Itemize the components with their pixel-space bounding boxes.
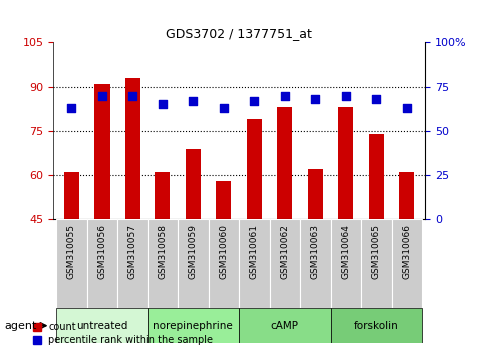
Bar [56,219,86,308]
Text: GSM310065: GSM310065 [372,224,381,279]
Text: GSM310056: GSM310056 [98,224,106,279]
Text: untreated: untreated [76,321,128,331]
Bar [125,78,140,219]
Point [98,93,106,98]
Bar [148,219,178,308]
Text: GSM310057: GSM310057 [128,224,137,279]
Bar [330,219,361,308]
Point [251,98,258,104]
Text: GSM310063: GSM310063 [311,224,320,279]
Text: cAMP: cAMP [271,321,299,331]
Point [372,96,380,102]
Bar [330,308,422,343]
Point [403,105,411,111]
Text: forskolin: forskolin [354,321,398,331]
Bar [361,219,392,308]
Bar [94,84,110,219]
Bar [399,172,414,219]
Bar [117,219,148,308]
Point [312,96,319,102]
Text: GSM310066: GSM310066 [402,224,411,279]
Point [220,105,227,111]
Bar [338,107,354,219]
Bar [308,169,323,219]
Point [159,102,167,107]
Text: norepinephrine: norepinephrine [154,321,233,331]
Bar [369,134,384,219]
Bar [216,181,231,219]
Legend: count, percentile rank within the sample: count, percentile rank within the sample [29,319,217,349]
Text: GSM310059: GSM310059 [189,224,198,279]
Bar [178,219,209,308]
Bar [155,172,170,219]
Bar [247,119,262,219]
Point [68,105,75,111]
Bar [270,219,300,308]
Bar [209,219,239,308]
Text: GSM310060: GSM310060 [219,224,228,279]
Bar [392,219,422,308]
Text: GSM310062: GSM310062 [280,224,289,279]
Point [189,98,197,104]
Text: GSM310055: GSM310055 [67,224,76,279]
Point [281,93,289,98]
Text: GSM310061: GSM310061 [250,224,259,279]
Title: GDS3702 / 1377751_at: GDS3702 / 1377751_at [166,27,312,40]
Bar [239,219,270,308]
Point [128,93,136,98]
Bar [64,172,79,219]
Bar [239,308,330,343]
Text: GSM310058: GSM310058 [158,224,168,279]
Bar [277,107,292,219]
Point [342,93,350,98]
Bar [300,219,330,308]
Bar [56,308,148,343]
Text: GSM310064: GSM310064 [341,224,350,279]
Bar [148,308,239,343]
Text: agent: agent [5,321,37,331]
Bar [86,219,117,308]
Bar [186,149,201,219]
